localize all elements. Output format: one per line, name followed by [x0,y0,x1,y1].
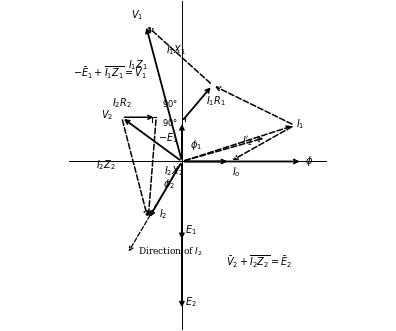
Text: $I'_2$: $I'_2$ [242,134,254,148]
Text: $I_1$: $I_1$ [296,117,305,131]
Text: $\phi_1$: $\phi_1$ [190,138,202,152]
Text: $90°$: $90°$ [162,98,178,109]
Text: $I_2Z_2$: $I_2Z_2$ [96,159,116,172]
Text: $I_1Z_1$: $I_1Z_1$ [128,58,148,72]
Text: $90°$: $90°$ [162,118,178,128]
Text: $I_2R_2$: $I_2R_2$ [112,96,132,110]
Text: $V_2$: $V_2$ [101,108,114,122]
Text: $\bar{V}_2 + \overline{I_2Z_2} = \bar{E}_2$: $\bar{V}_2 + \overline{I_2Z_2} = \bar{E}… [226,254,292,270]
Text: $I_o$: $I_o$ [232,166,240,179]
Text: $E_1$: $E_1$ [185,223,197,237]
Text: $V_1$: $V_1$ [131,9,143,23]
Text: $I_2X_2$: $I_2X_2$ [164,164,184,178]
Text: $E_2$: $E_2$ [185,295,197,309]
Text: $I_2$: $I_2$ [160,207,168,221]
Text: $\phi_2$: $\phi_2$ [163,177,175,191]
Text: $I_1R_1$: $I_1R_1$ [206,94,226,108]
Text: $I_1X_1$: $I_1X_1$ [166,44,186,58]
Text: $-\bar{E}_1 + \overline{I_1Z_1} = \bar{V}_1$: $-\bar{E}_1 + \overline{I_1Z_1} = \bar{V… [73,65,148,81]
Text: Direction of $I_2$: Direction of $I_2$ [138,245,203,258]
Text: $-E_1$: $-E_1$ [158,131,178,145]
Text: $\phi$: $\phi$ [305,155,313,168]
